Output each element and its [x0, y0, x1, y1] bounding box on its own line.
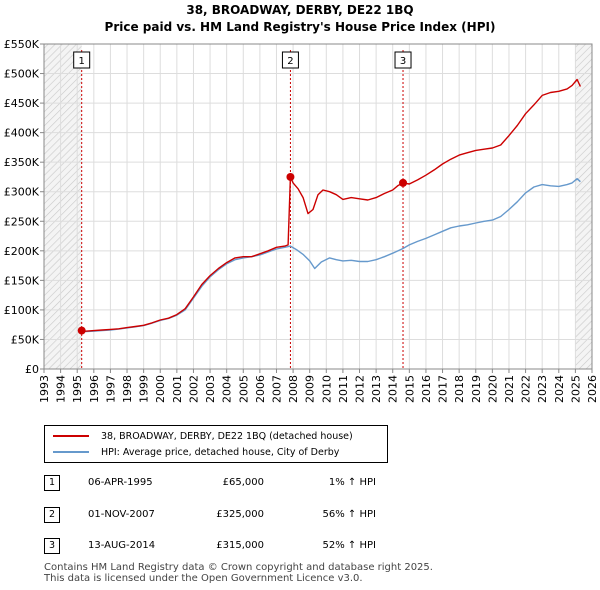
series-line-property: [81, 78, 582, 332]
price-chart: £0 £50K £100K £150K £200K £250K £300K £350K £400…: [4, 38, 599, 403]
sale-marker-label-2: 2: [287, 56, 293, 67]
chart-subtitle: Price paid vs. HM Land Registry's House …: [104, 20, 496, 34]
legend-item-property: 38, BROADWAY, DERBY, DE22 1BQ (detached …: [53, 429, 353, 443]
footer-copyright: Contains HM Land Registry data © Crown c…: [44, 562, 433, 573]
x-tick-label: 2013: [370, 375, 383, 403]
sale-point-2: [286, 172, 295, 181]
hatched-region-1: [44, 44, 82, 369]
x-tick-label: 2023: [536, 375, 549, 403]
sale-price: £65,000: [222, 477, 264, 488]
sale-price: £325,000: [216, 509, 264, 520]
sale-marker-label-1: 1: [79, 56, 85, 67]
x-tick-label: 2012: [354, 375, 367, 403]
y-tick-label: £0: [25, 363, 39, 376]
legend-label-property: 38, BROADWAY, DERBY, DE22 1BQ (detached …: [101, 430, 353, 442]
x-tick-label: 2004: [221, 375, 234, 403]
sale-point-1: [77, 326, 86, 335]
x-tick-label: 2007: [270, 375, 283, 403]
x-tick-label: 1999: [138, 375, 151, 403]
x-tick-label: 2014: [387, 375, 400, 403]
sale-price: £315,000: [216, 540, 264, 551]
y-tick-label: £100K: [4, 304, 40, 317]
x-tick-label: 2015: [403, 375, 416, 403]
x-tick-label: 2017: [437, 375, 450, 403]
x-tick-label: 2010: [320, 375, 333, 403]
x-tick-label: 2000: [154, 375, 167, 403]
y-tick-label: £450K: [4, 97, 40, 110]
sale-hpi-change: 1% ↑ HPI: [328, 477, 376, 488]
chart-title: 38, BROADWAY, DERBY, DE22 1BQ: [186, 3, 414, 17]
sale-point-3: [399, 178, 408, 187]
sale-date: 01-NOV-2007: [88, 509, 155, 520]
sale-marker-box-2: [281, 51, 299, 69]
sale-hpi-change: 56% ↑ HPI: [322, 509, 376, 520]
x-tick-label: 2024: [553, 375, 566, 403]
y-tick-label: £200K: [4, 245, 40, 258]
y-tick-label: £500K: [4, 68, 40, 81]
x-tick-label: 2003: [204, 375, 217, 403]
legend-swatch-property: [53, 435, 89, 437]
chart-legend: 38, BROADWAY, DERBY, DE22 1BQ (detached …: [44, 425, 388, 463]
x-tick-label: 1994: [55, 375, 68, 403]
x-tick-label: 1996: [88, 375, 101, 403]
sale-number: 2: [44, 507, 60, 523]
sale-date: 06-APR-1995: [88, 477, 153, 488]
x-tick-label: 2005: [237, 375, 250, 403]
x-tick-label: 2020: [486, 375, 499, 403]
footer: Contains HM Land Registry data © Crown c…: [44, 562, 433, 584]
y-tick-label: £350K: [4, 156, 40, 169]
x-tick-label: 1997: [104, 375, 117, 403]
sale-marker-label-3: 3: [400, 56, 406, 67]
x-tick-label: 2019: [470, 375, 483, 403]
footer-licence: This data is licensed under the Open Gov…: [44, 573, 363, 584]
sale-marker-box-1: [73, 51, 91, 69]
x-tick-label: 2025: [569, 375, 582, 403]
hatched-region-2: [575, 44, 592, 369]
x-tick-label: 2018: [453, 375, 466, 403]
sale-number: 3: [44, 538, 60, 554]
plot-frame: [43, 43, 593, 370]
x-tick-label: 2021: [503, 375, 516, 403]
x-tick-label: 2011: [337, 375, 350, 403]
x-tick-label: 2026: [586, 375, 599, 403]
x-tick-label: 1993: [38, 375, 51, 403]
y-tick-label: £250K: [4, 215, 40, 228]
x-tick-label: 2016: [420, 375, 433, 403]
x-tick-label: 2022: [520, 375, 533, 403]
sale-number: 1: [44, 475, 60, 491]
y-tick-label: £50K: [11, 333, 40, 346]
sale-date: 13-AUG-2014: [88, 540, 156, 551]
y-tick-label: £150K: [4, 274, 40, 287]
x-tick-label: 2006: [254, 375, 267, 403]
legend-label-hpi: HPI: Average price, detached house, City…: [101, 446, 340, 458]
plot-area: [44, 44, 592, 369]
x-tick-label: 2009: [304, 375, 317, 403]
x-tick-label: 1998: [121, 375, 134, 403]
legend-item-hpi: HPI: Average price, detached house, City…: [53, 445, 339, 459]
y-tick-label: £550K: [4, 38, 40, 51]
x-tick-label: 1995: [71, 375, 84, 403]
legend-swatch-hpi: [53, 451, 89, 453]
sale-marker-box-3: [394, 51, 412, 69]
y-tick-label: £300K: [4, 186, 40, 199]
x-tick-label: 2008: [287, 375, 300, 403]
x-tick-label: 2001: [171, 375, 184, 403]
x-tick-label: 2002: [187, 375, 200, 403]
sale-hpi-change: 52% ↑ HPI: [322, 540, 376, 551]
y-tick-label: £400K: [4, 127, 40, 140]
